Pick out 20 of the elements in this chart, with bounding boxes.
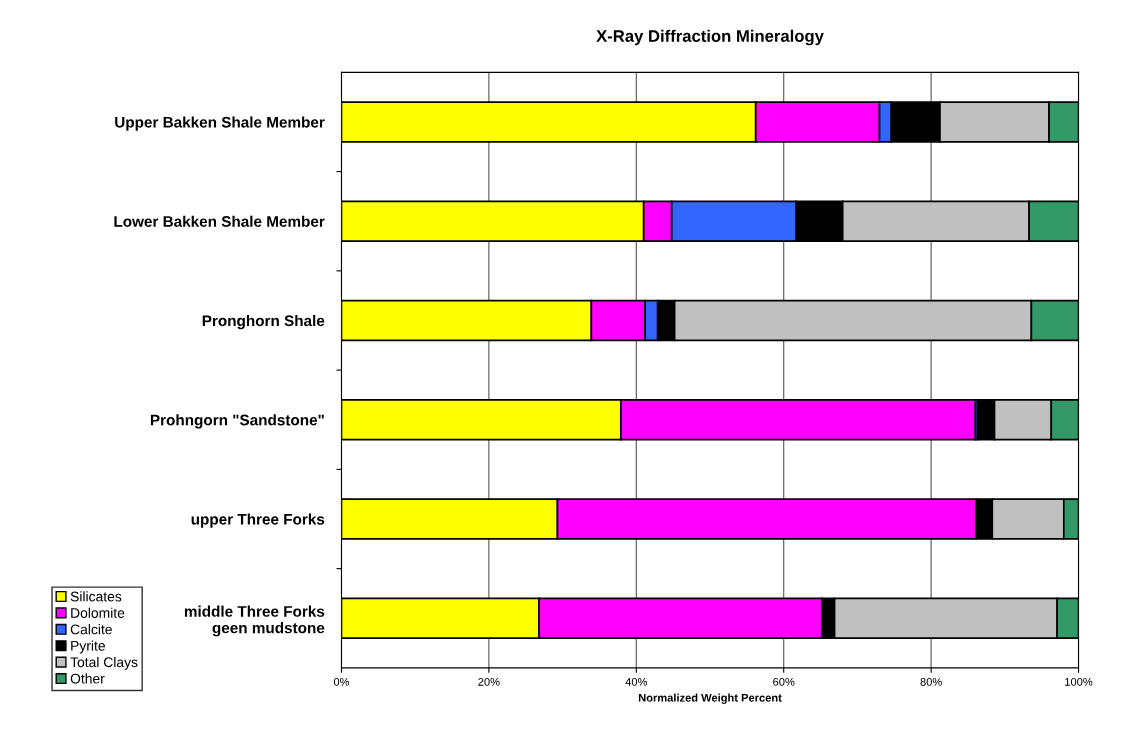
x-tick-label: 100% xyxy=(1065,677,1093,686)
x-tick-label: 40% xyxy=(625,677,648,686)
chart-title: X-Ray Diffraction Mineralogy xyxy=(596,29,824,46)
y-tick-label: middle Three Forks geen mudstone xyxy=(184,605,325,637)
legend-label: Total Clays xyxy=(70,656,138,670)
y-tick-label: Upper Bakken Shale Member xyxy=(115,116,325,131)
x-tick-label: 80% xyxy=(920,677,942,686)
legend-label: Pyrite xyxy=(71,640,105,654)
x-axis-title: Normalized Weight Percent xyxy=(638,693,782,704)
legend-label: Calcite xyxy=(70,624,112,635)
legend-label: Dolomite xyxy=(71,607,125,618)
x-tick-label: 20% xyxy=(478,677,500,686)
y-tick-label: upper Three Forks xyxy=(191,513,325,528)
y-tick-label: Lower Bakken Shale Member xyxy=(114,215,325,227)
y-tick-label: Prohngorn "Sandstone" xyxy=(150,414,324,429)
legend-label: Other xyxy=(70,673,105,684)
x-tick-label: 60% xyxy=(773,677,795,686)
x-tick-label: 0% xyxy=(333,677,350,686)
legend-label: Silicates xyxy=(70,591,122,602)
y-tick-label: Pronghorn Shale xyxy=(202,314,325,330)
